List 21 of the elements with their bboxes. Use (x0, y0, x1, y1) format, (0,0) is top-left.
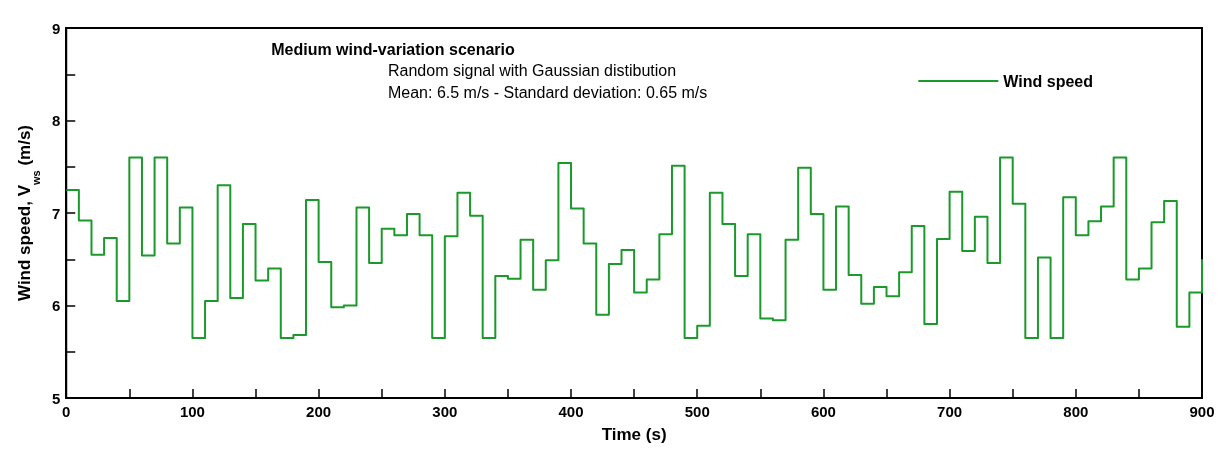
y-tick-label: 9 (51, 19, 61, 37)
x-tick-label: 400 (558, 403, 584, 420)
x-tick-label: 900 (1189, 403, 1215, 420)
text: Medium wind-variation scenario (271, 40, 516, 58)
x-tick-label: 0 (62, 403, 71, 420)
y-tick-label: 7 (51, 204, 61, 222)
x-tick-label: 800 (1063, 403, 1089, 420)
y-axis-title: Wind speed, Vws (m/s) (15, 124, 42, 302)
y-tick-label: 8 (51, 112, 61, 129)
annotation: Random signal with Gaussian distibution (388, 61, 677, 79)
x-tick-label: 300 (432, 403, 458, 420)
x-tick-label: 600 (810, 403, 836, 420)
annotation: Mean: 6.5 m/s - Standard deviation: 0.65 m/s (388, 83, 708, 101)
x-tick-label: 500 (684, 403, 710, 420)
legend-label: Wind speed (1003, 72, 1093, 90)
x-tick-label: 200 (306, 403, 332, 420)
y-tick-label: 5 (51, 389, 61, 407)
x-tick-label: 700 (937, 403, 963, 420)
y-tick-label: 6 (51, 297, 61, 314)
x-tick-label: 100 (179, 403, 205, 420)
x-axis-title: Time (s) (601, 425, 667, 444)
